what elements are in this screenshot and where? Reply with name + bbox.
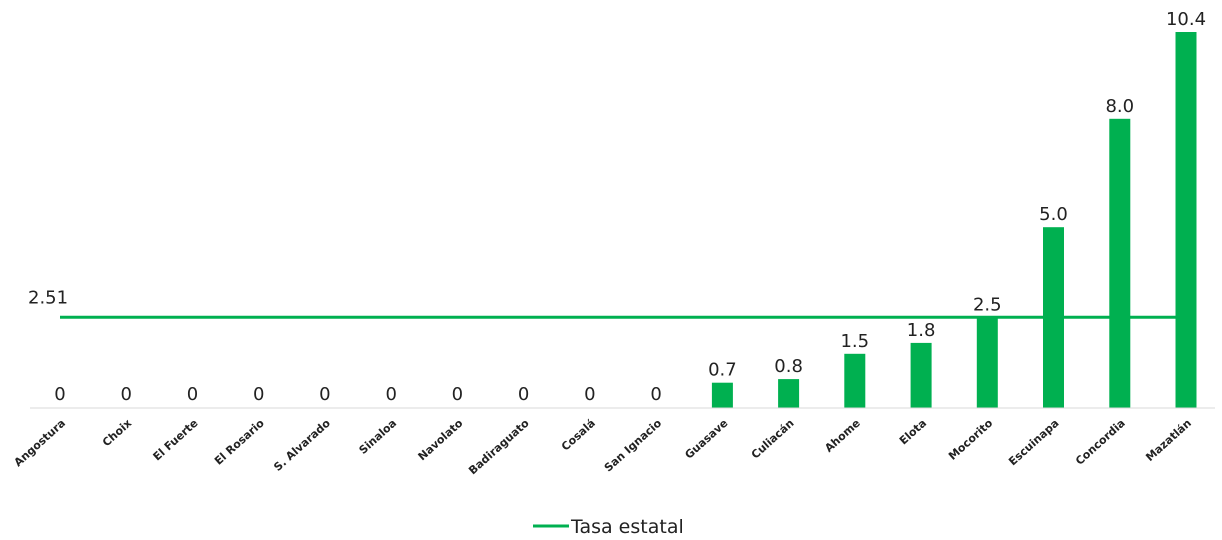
bar: [844, 353, 866, 408]
x-tick-labels-layer: Angostura Choix El Fuerte El Rosario S. Alva…: [12, 416, 1194, 477]
data-label: 8.0: [1105, 96, 1134, 117]
data-label: 5.0: [1039, 204, 1068, 225]
x-tick-label: San Ignacio: [602, 416, 665, 474]
data-label: 10.4: [1166, 9, 1206, 30]
legend: Tasa estatal: [533, 516, 684, 538]
bar: [976, 317, 998, 408]
bars-layer: [711, 32, 1197, 409]
x-tick-label: Cosalá: [559, 417, 598, 454]
data-label: 0: [54, 384, 65, 405]
x-tick-label: El Fuerte: [151, 417, 201, 464]
data-label: 0: [584, 384, 595, 405]
data-label: 0.7: [708, 360, 737, 381]
data-label: 1.5: [840, 331, 869, 352]
bar: [910, 342, 932, 408]
x-tick-label: Escuinapa: [1006, 417, 1061, 469]
x-tick-label: Sinaloa: [357, 417, 400, 457]
data-label: 0: [120, 384, 131, 405]
legend-entry-label: Tasa estatal: [570, 516, 684, 538]
x-tick-label: Elota: [897, 417, 929, 448]
x-tick-label: Ahome: [822, 417, 863, 455]
data-label: 0: [518, 384, 529, 405]
data-label: 0: [650, 384, 661, 405]
x-tick-label: Navolato: [416, 416, 466, 463]
x-tick-label: Concordia: [1073, 417, 1128, 468]
x-tick-label: Choix: [100, 417, 134, 450]
x-tick-label: El Rosario: [212, 416, 267, 467]
x-tick-label: S. Alvarado: [271, 416, 333, 474]
bar: [711, 382, 733, 408]
x-tick-label: Mocorito: [946, 416, 996, 462]
data-label: 0: [253, 384, 264, 405]
data-label: 0: [452, 384, 463, 405]
bar: [1109, 118, 1131, 409]
data-label: 2.5: [973, 295, 1002, 316]
bar: [1175, 32, 1197, 408]
data-label: 0: [187, 384, 198, 405]
data-label: 0: [385, 384, 396, 405]
reference-line-label: 2.51: [28, 287, 68, 308]
data-label: 0.8: [774, 356, 803, 377]
data-label: 0: [319, 384, 330, 405]
x-tick-label: Badiraguato: [466, 416, 532, 477]
x-tick-label: Culiacán: [749, 417, 797, 462]
x-tick-label: Guasave: [682, 417, 730, 462]
bar: [778, 379, 800, 408]
x-tick-label: Mazatlán: [1143, 417, 1194, 464]
data-labels-layer: 0 0 0 0 0 0 0 0 0 0 0.7 0.8 1.5 1.8 2.5 5.0 8.0 10.4: [54, 9, 1206, 405]
data-label: 1.8: [907, 320, 936, 341]
x-tick-label: Angostura: [12, 417, 68, 470]
